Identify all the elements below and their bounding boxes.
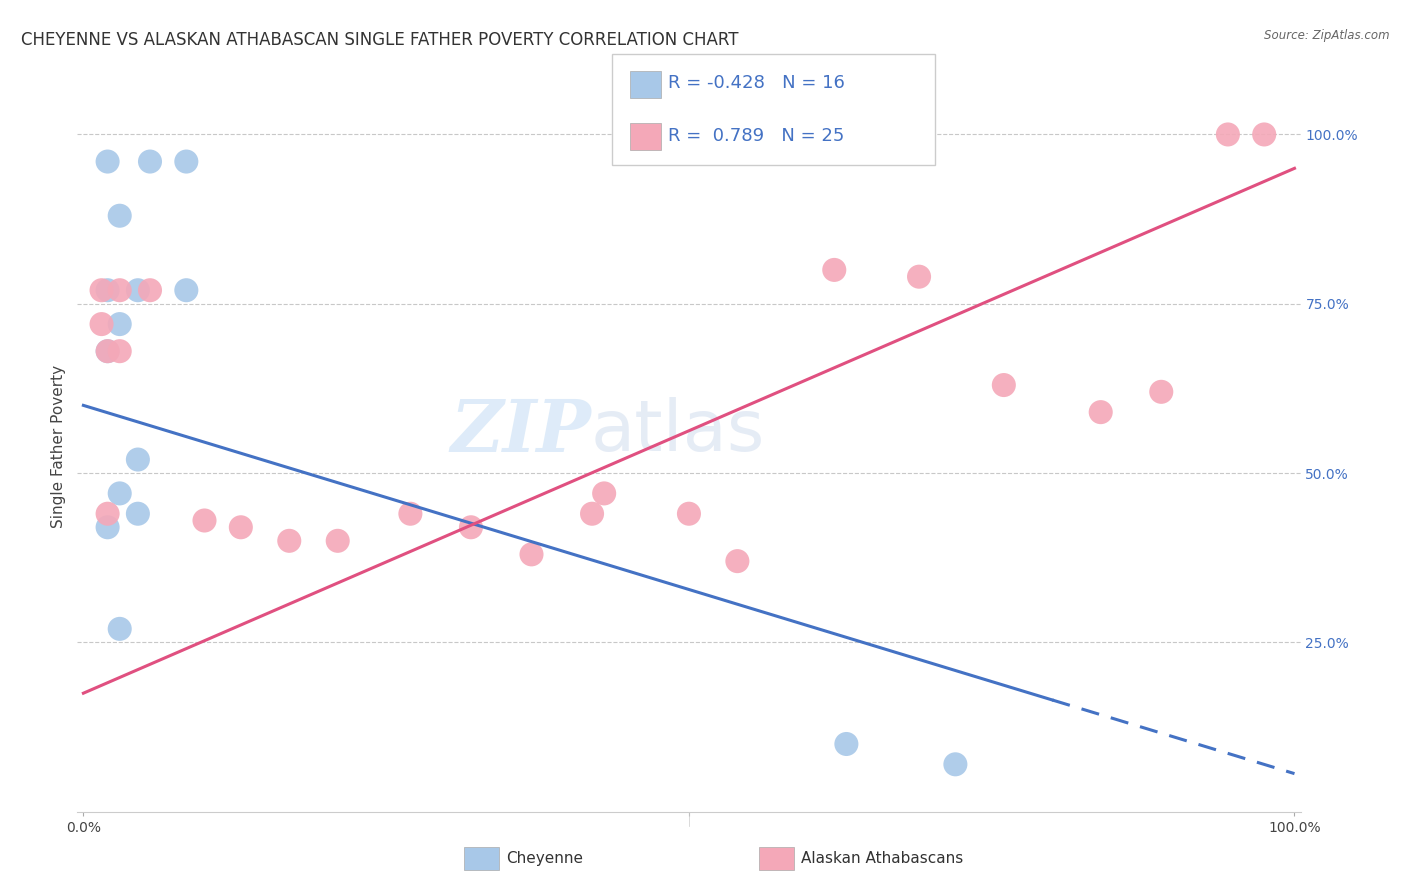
Point <box>725 554 748 568</box>
Text: Alaskan Athabascans: Alaskan Athabascans <box>801 852 963 866</box>
Point <box>90 317 112 331</box>
Point <box>90 283 112 297</box>
Point <box>97 344 120 359</box>
Point <box>108 622 131 636</box>
Point <box>1090 405 1112 419</box>
Point <box>108 317 131 331</box>
Point <box>581 507 603 521</box>
Point <box>127 452 149 467</box>
Point <box>176 283 198 297</box>
Point <box>127 283 149 297</box>
Point <box>108 344 131 359</box>
Text: Source: ZipAtlas.com: Source: ZipAtlas.com <box>1264 29 1389 42</box>
Point <box>993 378 1015 392</box>
Point <box>97 507 120 521</box>
Point <box>193 514 215 528</box>
Point <box>278 533 301 548</box>
Point <box>1253 128 1275 142</box>
Point <box>97 344 120 359</box>
Point <box>460 520 482 534</box>
Point <box>835 737 858 751</box>
Point <box>139 154 162 169</box>
Point <box>823 263 845 277</box>
Point <box>1150 384 1173 399</box>
Point <box>139 283 162 297</box>
Text: R = -0.428   N = 16: R = -0.428 N = 16 <box>668 74 845 92</box>
Point <box>108 209 131 223</box>
Point <box>326 533 349 548</box>
Point <box>1216 128 1239 142</box>
Point <box>97 520 120 534</box>
Point <box>520 547 543 561</box>
Text: Cheyenne: Cheyenne <box>506 852 583 866</box>
Point <box>593 486 616 500</box>
Text: atlas: atlas <box>591 397 765 466</box>
Point <box>229 520 252 534</box>
Point <box>97 154 120 169</box>
Point <box>908 269 931 284</box>
Point <box>945 757 967 772</box>
Point <box>127 507 149 521</box>
Point <box>108 486 131 500</box>
Text: ZIP: ZIP <box>450 396 591 467</box>
Point <box>678 507 700 521</box>
Point <box>399 507 422 521</box>
Y-axis label: Single Father Poverty: Single Father Poverty <box>51 365 66 527</box>
Text: R =  0.789   N = 25: R = 0.789 N = 25 <box>668 128 844 145</box>
Point <box>97 283 120 297</box>
Point <box>176 154 198 169</box>
Text: CHEYENNE VS ALASKAN ATHABASCAN SINGLE FATHER POVERTY CORRELATION CHART: CHEYENNE VS ALASKAN ATHABASCAN SINGLE FA… <box>21 31 738 49</box>
Point <box>108 283 131 297</box>
